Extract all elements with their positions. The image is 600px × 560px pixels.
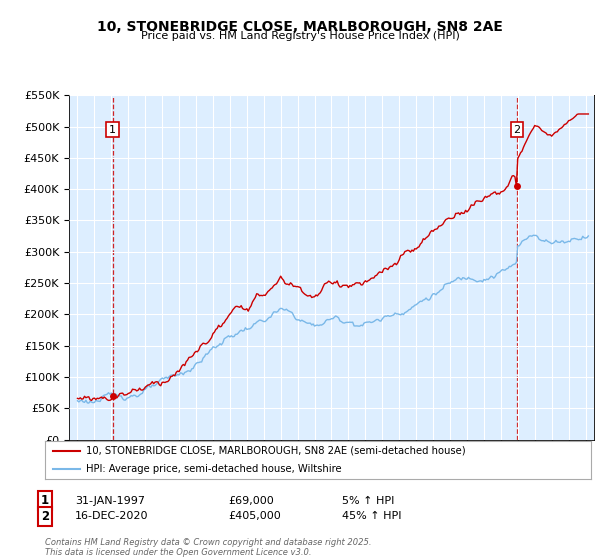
- Text: £69,000: £69,000: [228, 496, 274, 506]
- Text: 45% ↑ HPI: 45% ↑ HPI: [342, 511, 401, 521]
- Text: 1: 1: [109, 125, 116, 134]
- Text: 10, STONEBRIDGE CLOSE, MARLBOROUGH, SN8 2AE (semi-detached house): 10, STONEBRIDGE CLOSE, MARLBOROUGH, SN8 …: [86, 446, 466, 456]
- Text: Contains HM Land Registry data © Crown copyright and database right 2025.
This d: Contains HM Land Registry data © Crown c…: [45, 538, 371, 557]
- Text: £405,000: £405,000: [228, 511, 281, 521]
- Text: 2: 2: [514, 125, 521, 134]
- Text: 5% ↑ HPI: 5% ↑ HPI: [342, 496, 394, 506]
- Text: 31-JAN-1997: 31-JAN-1997: [75, 496, 145, 506]
- Text: 16-DEC-2020: 16-DEC-2020: [75, 511, 149, 521]
- Text: HPI: Average price, semi-detached house, Wiltshire: HPI: Average price, semi-detached house,…: [86, 464, 341, 474]
- Text: 2: 2: [41, 510, 49, 523]
- Text: 10, STONEBRIDGE CLOSE, MARLBOROUGH, SN8 2AE: 10, STONEBRIDGE CLOSE, MARLBOROUGH, SN8 …: [97, 20, 503, 34]
- Text: Price paid vs. HM Land Registry's House Price Index (HPI): Price paid vs. HM Land Registry's House …: [140, 31, 460, 41]
- Text: 1: 1: [41, 494, 49, 507]
